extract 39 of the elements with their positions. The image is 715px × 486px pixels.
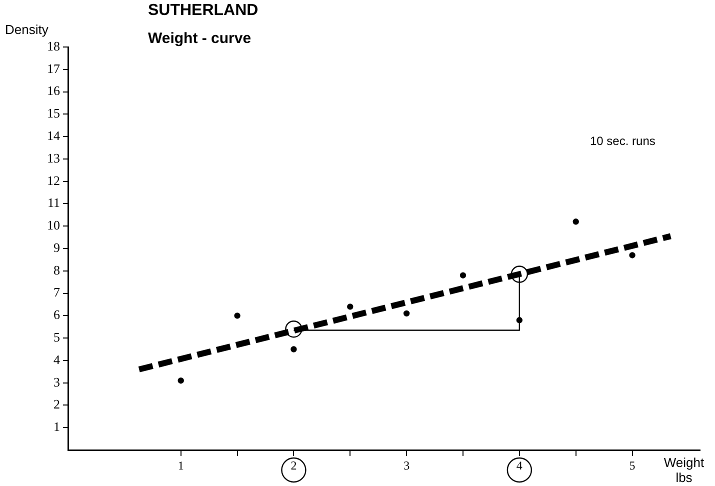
point <box>347 304 354 310</box>
chart-title: SUTHERLAND <box>148 2 258 20</box>
point <box>629 252 636 258</box>
y-tick-label: 18 <box>47 38 60 54</box>
y-tick-label: 3 <box>54 374 60 390</box>
point <box>234 312 240 319</box>
x-tick-label: 3 <box>404 458 410 472</box>
y-tick-label: 17 <box>47 60 60 76</box>
y-tick-label: 15 <box>47 106 60 121</box>
y-tick-label: 14 <box>47 128 60 143</box>
point <box>178 377 184 384</box>
y-axis-title: Density <box>5 22 48 37</box>
point <box>403 310 410 317</box>
x-tick-label: 5 <box>629 458 636 472</box>
point <box>510 266 528 283</box>
y-tick-label: 5 <box>54 329 60 344</box>
chart-subtitle: Weight - curve <box>148 30 252 47</box>
y-tick-label: 7 <box>54 284 60 300</box>
y-tick-label: 10 <box>47 218 60 233</box>
point <box>516 317 523 324</box>
y-tick-label: 13 <box>47 150 60 166</box>
annotation: 10 sec. runs <box>590 134 656 148</box>
y-tick-label: 12 <box>47 172 60 188</box>
y-tick-label: 11 <box>47 195 60 210</box>
point <box>572 218 579 225</box>
y-tick-label: 6 <box>54 307 60 322</box>
y-tick-label: 8 <box>54 262 60 278</box>
y-tick-label: 4 <box>54 352 60 367</box>
y-tick-label: 1 <box>54 419 60 434</box>
y-tick-label: 9 <box>54 240 60 255</box>
point <box>290 346 297 352</box>
y-tick-label: 2 <box>54 396 60 412</box>
x-axis-title: Weight lbs <box>662 455 706 485</box>
x-tick-label: 1 <box>178 458 184 472</box>
point <box>285 320 302 338</box>
x-tick-label: 2 <box>290 458 297 472</box>
point <box>460 272 466 278</box>
x-tick-label: 4 <box>516 458 522 472</box>
y-tick-label: 16 <box>47 83 60 98</box>
